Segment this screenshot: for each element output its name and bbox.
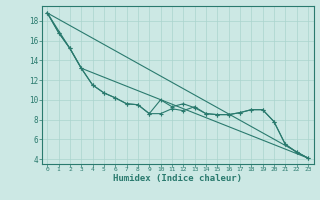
X-axis label: Humidex (Indice chaleur): Humidex (Indice chaleur) <box>113 174 242 183</box>
